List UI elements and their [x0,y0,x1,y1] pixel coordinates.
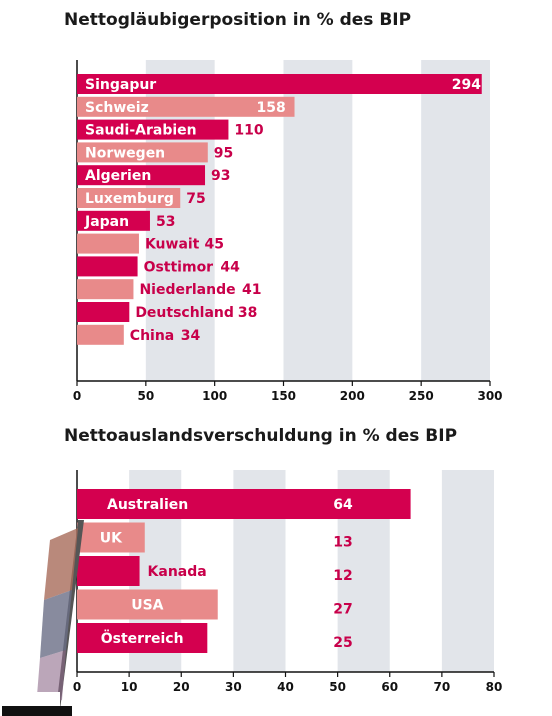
value-label: 44 [220,259,240,275]
x-tick-label: 150 [271,389,296,403]
x-tick-label: 40 [277,680,294,694]
chart-title-creditor: Nettogläubigerposition in % des BIP [64,10,412,30]
value-label: 34 [181,328,201,344]
x-tick-label: 80 [486,680,503,694]
bar-deutschland [77,302,130,322]
value-label: 41 [242,282,261,298]
category-label: UK [100,531,123,547]
x-tick-label: 50 [137,389,154,403]
category-label: Saudi-Arabien [85,123,197,139]
bar-usa [77,589,218,620]
grid-band [441,470,494,672]
x-tick-label: 10 [121,680,138,694]
creditor-bar-chart: 0 50 100 150 200 250 300 Singapur 294 Schweiz 158 S… [73,60,503,403]
category-label: Japan [84,214,129,230]
bar-china [77,324,124,345]
bar-saudi-arabien [77,119,229,140]
category-label: China [130,328,174,344]
bar-norwegen [77,142,208,163]
category-label: Luxemburg [85,191,174,207]
bar-luxemburg [77,188,181,208]
bar-kuwait [77,233,139,254]
x-tick-label: 0 [73,680,81,694]
value-label: 25 [333,635,352,651]
bar-uk [77,522,145,553]
category-label: Algerien [85,168,151,184]
x-tick-label: 60 [381,680,398,694]
category-label: Kuwait [145,237,200,253]
bar-japan [77,210,150,231]
category-label: Singapur [85,77,156,93]
x-tick-label: 20 [173,680,190,694]
category-label: Schweiz [85,100,149,116]
category-label: USA [131,598,163,614]
value-label: 13 [333,535,352,551]
x-tick-label: 250 [409,389,434,403]
x-tick-label: 50 [329,680,346,694]
category-label: Australien [107,497,188,513]
x-tick-label: 30 [225,680,242,694]
bar-niederlande [77,279,134,300]
value-label: 294 [452,77,481,93]
value-label: 27 [333,602,352,618]
category-label: Osttimor [144,259,214,275]
x-tick-label: 300 [477,389,502,403]
x-tick-label: 70 [434,680,451,694]
bar-algerien [77,165,206,186]
bar-osttimor [77,256,138,277]
torn-photo-decoration [0,520,84,716]
value-label: 93 [211,168,230,184]
bar-schweiz [77,96,295,117]
x-tick-label: 0 [73,389,81,403]
x-tick-label: 200 [340,389,365,403]
x-tick-label: 100 [202,389,227,403]
category-label: Deutschland [135,305,234,321]
bar--sterreich [77,623,208,653]
value-label: 75 [186,191,205,207]
category-label: Niederlande [139,282,235,298]
value-label: 45 [205,237,224,253]
value-label: 158 [257,100,286,116]
value-label: 38 [238,305,257,321]
value-label: 12 [333,568,352,584]
value-label: 64 [333,497,353,513]
category-label: Österreich [101,629,184,647]
value-label: 95 [214,145,233,161]
value-label: 53 [156,214,175,230]
grid-band [283,60,353,381]
bar-australien [77,489,411,519]
bar-singapur [77,74,482,94]
category-label: Kanada [148,564,207,580]
bar-kanada [77,556,140,586]
value-label: 110 [234,123,263,139]
grid-band [421,60,490,381]
category-label: Norwegen [85,145,165,161]
chart-title-debt: Nettoauslandsverschuldung in % des BIP [64,426,458,446]
